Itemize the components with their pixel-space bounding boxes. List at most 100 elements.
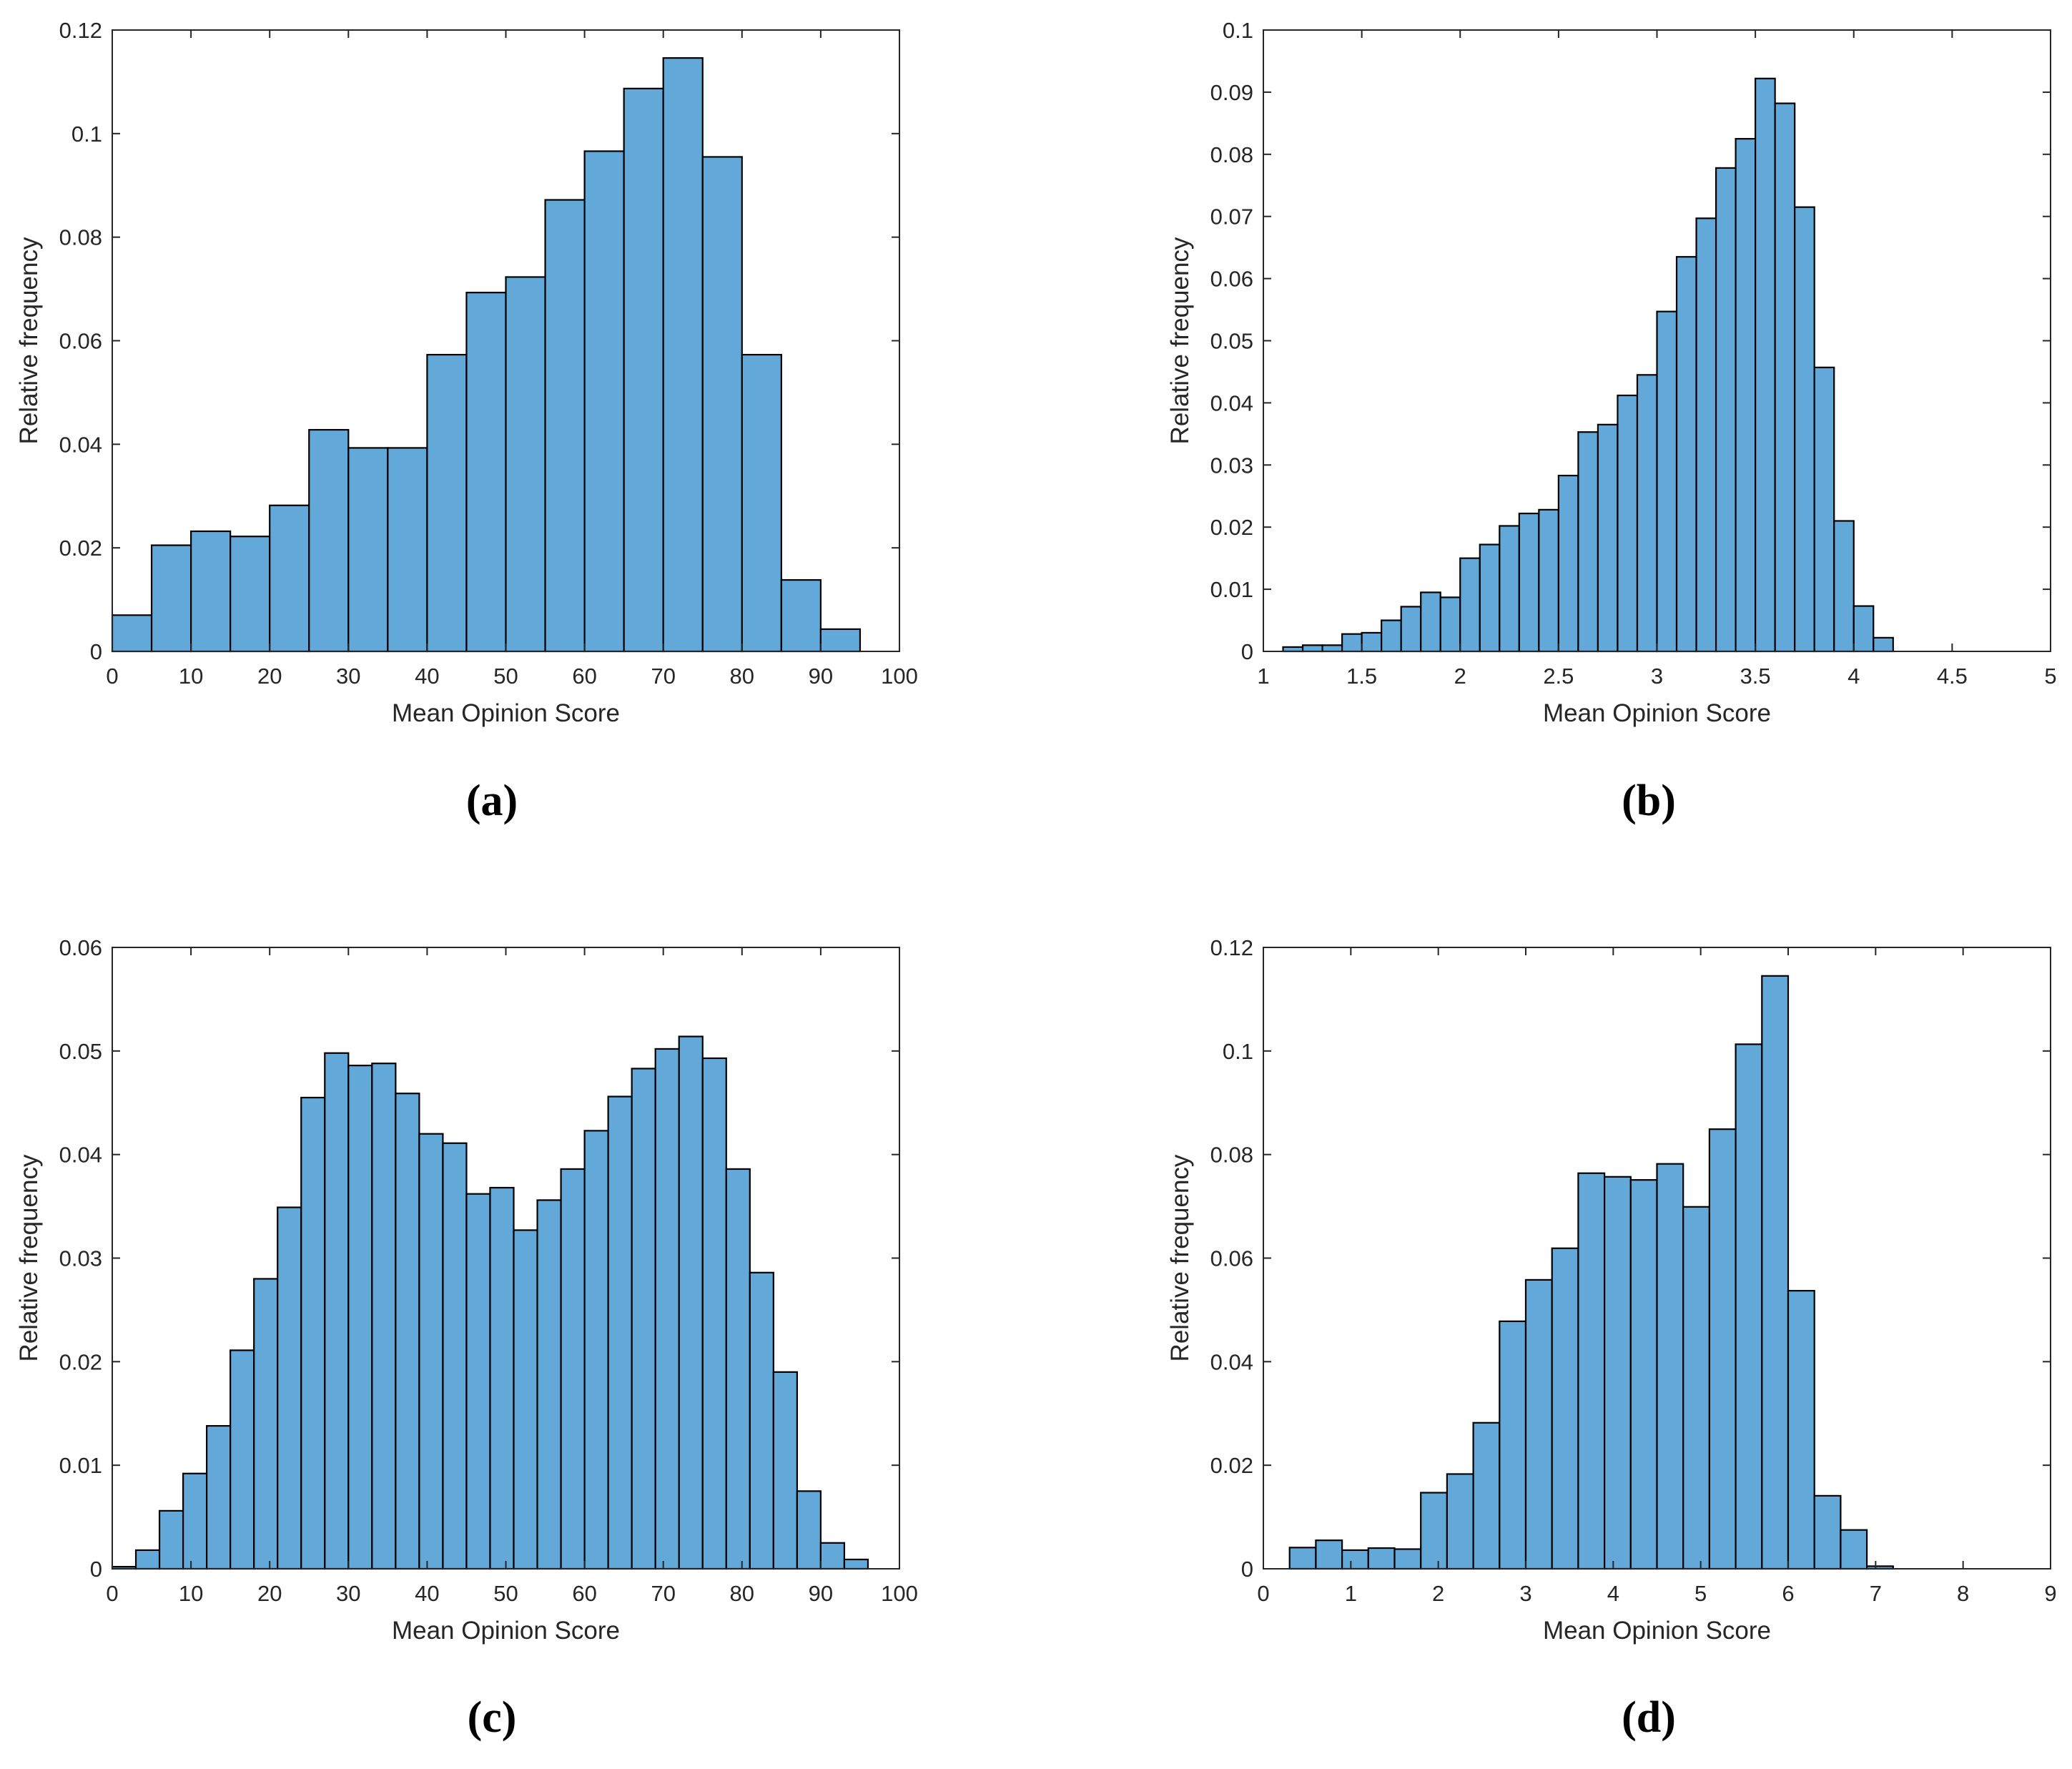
histogram-bar [1656,310,1678,653]
y-tick-label: 0.08 [59,225,102,250]
histogram-bar [1400,606,1422,653]
histogram-bar [1695,217,1717,653]
y-axis-label: Relative frequency [1166,237,1194,444]
x-tick-label: 50 [493,664,518,689]
x-axis-label: Mean Opinion Score [1543,1617,1771,1645]
histogram-bar [489,1186,515,1570]
histogram-bar [1557,474,1579,653]
x-tick-label: 4 [1847,664,1860,689]
histogram-bar [1636,374,1658,653]
x-tick-label: 60 [572,664,596,689]
histogram-bar [1675,256,1697,653]
x-tick-label: 1 [1345,1581,1357,1606]
histogram-bar [387,447,428,653]
x-tick-label: 2 [1454,664,1466,689]
histogram-bar [308,428,350,653]
y-tick-label: 0 [1241,639,1253,664]
histogram-bar [1813,366,1835,653]
histogram-bar [1439,596,1461,653]
x-tick-label: 100 [881,664,918,689]
y-tick-label: 0.04 [1210,390,1253,415]
histogram-bar [277,1206,302,1570]
y-tick-label: 0.01 [1210,577,1253,602]
y-tick-label: 0.02 [59,1349,102,1374]
histogram-bar [158,1509,184,1570]
histogram-bar [1833,520,1855,653]
y-tick-label: 0.12 [59,18,102,43]
x-tick-label: 8 [1957,1581,1969,1606]
histogram-bar [206,1425,232,1570]
y-tick-label: 0.06 [59,935,102,960]
y-tick-label: 0 [1241,1557,1253,1582]
y-tick-label: 0.02 [59,536,102,561]
histogram-bar [1321,644,1343,653]
histogram-bar [1367,1547,1396,1570]
histogram-bar [654,1048,680,1570]
histogram-bar [583,150,625,653]
histogram-bar [426,353,468,653]
x-tick-label: 20 [257,1581,282,1606]
x-tick-label: 10 [179,664,203,689]
histogram-bar [741,353,782,653]
histogram-bar [544,199,586,653]
y-tick-label: 0.04 [1210,1349,1253,1374]
y-tick-label: 0.1 [71,122,102,147]
y-tick-label: 0.12 [1210,935,1253,960]
x-tick-label: 4 [1607,1581,1619,1606]
caption-a: (a) [465,777,518,825]
y-tick-label: 0.02 [1210,1453,1253,1478]
histogram-bar [1755,77,1776,653]
histogram-bar [505,276,546,653]
histogram-bar [701,156,743,653]
histogram-bar [1459,557,1481,653]
histogram-bar [1479,543,1501,653]
histogram-bar [1617,394,1639,653]
x-tick-label: 0 [106,1581,118,1606]
histogram-bar [111,614,153,653]
y-tick-label: 0.04 [59,432,102,457]
y-axis-label: Relative frequency [1166,1154,1194,1361]
histogram-bar [300,1096,326,1570]
x-tick-label: 2 [1432,1581,1444,1606]
y-tick-label: 0.1 [1223,1039,1253,1064]
x-tick-label: 5 [2044,664,2056,689]
y-tick-label: 0.02 [1210,515,1253,540]
histogram-bar [1393,1548,1422,1570]
x-tick-label: 0 [106,664,118,689]
chart-b: 1 1.5 2 2.5 3 3.5 4 4.5 5 0 0.01 0.02 0.03 0.04 0.05 0.… [1166,18,2057,727]
x-tick-label: 60 [572,1581,596,1606]
histogram-bar [1715,167,1737,653]
histogram-bar [678,1035,704,1570]
histogram-bar [796,1490,822,1570]
x-axis-label: Mean Opinion Score [392,699,620,727]
y-tick-label: 0.1 [1223,18,1253,43]
histogram-bar [1735,1043,1763,1570]
histogram-bar [1735,137,1757,653]
chart-d: 0 1 2 3 4 5 6 7 8 9 0 0.02 0.04 0.06 0.08 0.1 0.12 Mean O… [1166,935,2057,1645]
histogram-bar [623,87,664,653]
histogram-bar [1761,975,1790,1570]
histogram-bar [230,1349,255,1570]
histogram-bar [1873,636,1894,653]
histogram-bar [780,578,822,653]
histogram-bar [1774,102,1796,653]
histogram-bar [1682,1206,1710,1570]
histogram-bar [1315,1539,1343,1570]
histogram-bar [347,447,389,653]
histogram-bar [1499,1320,1527,1570]
histogram-bar [1361,631,1383,653]
histogram-bar [1597,423,1619,653]
caption-c: (c) [467,1693,517,1742]
histogram-bar [749,1271,774,1570]
x-tick-label: 40 [415,664,439,689]
y-tick-label: 0.01 [59,1453,102,1478]
y-tick-label: 0 [90,639,102,664]
y-tick-label: 0.06 [1210,267,1253,292]
histogram-bar [182,1472,208,1570]
y-axis-label: Relative frequency [15,1154,43,1361]
histogram-bar [607,1095,633,1570]
y-tick-label: 0.06 [59,329,102,354]
x-tick-label: 30 [336,664,360,689]
